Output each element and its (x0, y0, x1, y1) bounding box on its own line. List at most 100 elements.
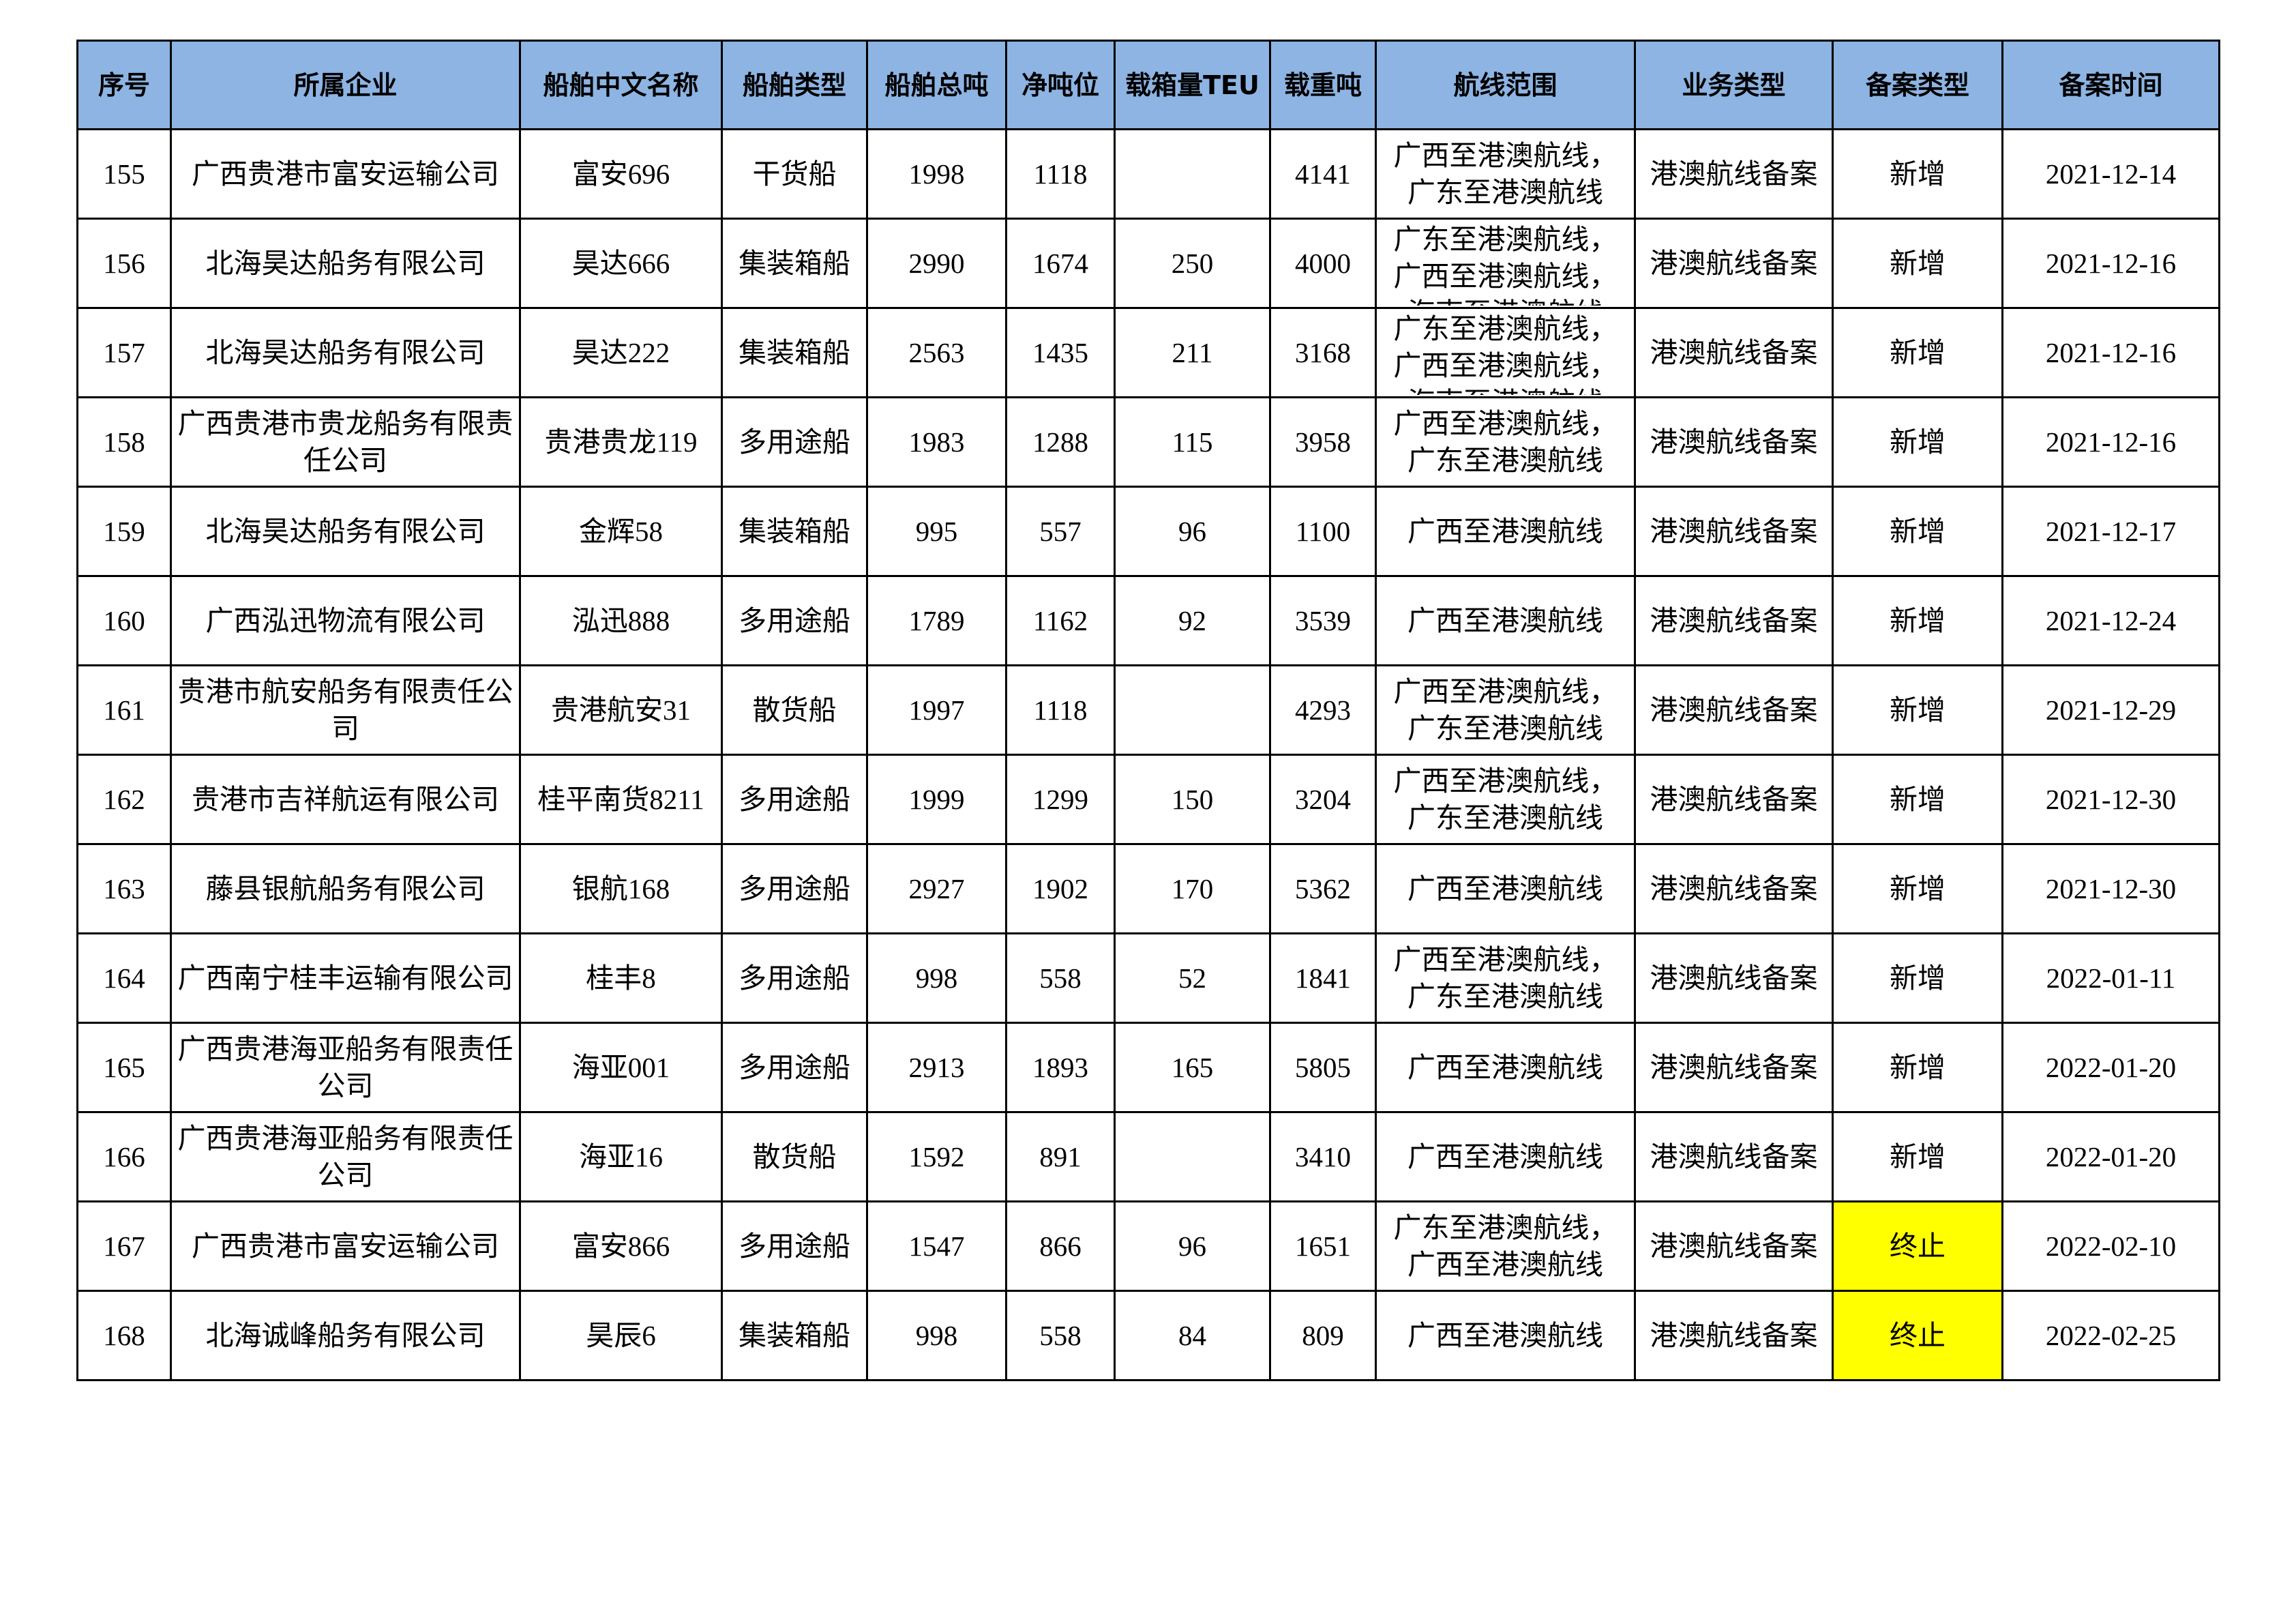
table-cell: 港澳航线备案 (1634, 1200, 1834, 1292)
table-cell: 多用途船 (721, 1200, 868, 1292)
cell-text: 广西贵港海亚船务有限责任公司 (177, 1123, 513, 1191)
table-cell: 891 (1005, 1111, 1116, 1202)
table-cell: 1997 (866, 664, 1007, 756)
table-cell: 贵港市吉祥航运有限公司 (170, 754, 521, 845)
cell-text: 广西至港澳航线，广东至港澳航线 (1393, 765, 1617, 833)
table-cell: 557 (1005, 486, 1116, 577)
cell-text: 84 (1178, 1320, 1206, 1351)
cell-text: 多用途船 (739, 605, 850, 636)
cell-text: 2022-02-25 (2045, 1320, 2177, 1351)
cell-text: 4141 (1295, 158, 1351, 190)
cell-text: 北海昊达船务有限公司 (205, 248, 486, 279)
cell-text: 广西贵港市贵龙船务有限责任公司 (177, 408, 513, 476)
cell-text: 新增 (1890, 873, 1945, 904)
cell-text: 多用途船 (739, 873, 850, 904)
table-cell: 157 (76, 307, 172, 398)
cell-text: 250 (1171, 248, 1214, 279)
table-cell: 165 (1114, 1022, 1271, 1113)
header-text: 船舶总吨 (884, 70, 989, 100)
table-cell: 2021-12-16 (2001, 396, 2220, 488)
header-cell: 所属企业 (170, 40, 521, 130)
cell-text: 558 (1039, 962, 1082, 994)
cell-text: 2927 (908, 873, 965, 904)
cell-text: 2021-12-30 (2045, 784, 2177, 815)
table-cell: 新增 (1832, 843, 2003, 934)
cell-text: 昊辰6 (586, 1320, 656, 1351)
cell-text: 多用途船 (739, 426, 850, 458)
table-cell: 3204 (1269, 754, 1377, 845)
table-row: 161 贵港市航安船务有限责任公司 贵港航安31 散货船 1997 1118 4293 广西至… (76, 664, 2220, 756)
table-row: 159 北海昊达船务有限公司 金辉58 集装箱船 995 557 96 1100 广西至港澳航线… (76, 486, 2220, 577)
cell-text: 桂丰8 (586, 962, 656, 994)
cell-text: 多用途船 (739, 962, 850, 994)
cell-text: 贵港航安31 (551, 694, 691, 726)
header-text: 航线范围 (1453, 70, 1557, 100)
cell-text: 1997 (908, 694, 965, 726)
cell-text: 港澳航线备案 (1650, 694, 1818, 726)
cell-text: 多用途船 (739, 1230, 850, 1262)
table-cell: 终止 (1832, 1290, 2003, 1381)
cell-text: 170 (1171, 873, 1214, 904)
header-text: 载箱量TEU (1125, 70, 1259, 100)
table-cell: 广西至港澳航线 (1375, 575, 1636, 666)
table-body: 155 广西贵港市富安运输公司 富安696 干货船 1998 1118 4141 广西至港澳航… (76, 128, 2220, 1381)
cell-text: 4293 (1295, 694, 1351, 726)
table-row: 163 藤县银航船务有限公司 银航168 多用途船 2927 1902 170 5362 广西至… (76, 843, 2220, 934)
table-cell: 海亚001 (519, 1022, 723, 1113)
cell-text: 新增 (1890, 1052, 1945, 1083)
cell-text: 散货船 (752, 1141, 837, 1172)
table-cell: 新增 (1832, 218, 2003, 309)
table-cell: 北海昊达船务有限公司 (170, 218, 521, 309)
table-cell: 1435 (1005, 307, 1116, 398)
cell-text: 终止 (1890, 1230, 1945, 1262)
table-cell (1114, 664, 1271, 756)
table-cell: 2022-01-20 (2001, 1111, 2220, 1202)
table-cell: 港澳航线备案 (1634, 486, 1834, 577)
cell-text: 162 (103, 784, 145, 815)
cell-text: 北海昊达船务有限公司 (205, 516, 486, 547)
cell-text: 52 (1178, 962, 1206, 994)
table-cell: 1651 (1269, 1200, 1377, 1292)
header-text: 船舶类型 (742, 70, 846, 100)
table-cell: 金辉58 (519, 486, 723, 577)
cell-text: 贵港贵龙119 (544, 426, 698, 458)
table-cell: 159 (76, 486, 172, 577)
cell-text: 1902 (1032, 873, 1088, 904)
cell-text: 新增 (1890, 516, 1945, 547)
cell-text: 809 (1302, 1320, 1344, 1351)
table-cell: 港澳航线备案 (1634, 664, 1834, 756)
header-cell: 载箱量TEU (1114, 40, 1271, 130)
table-cell: 新增 (1832, 486, 2003, 577)
header-cell: 载重吨 (1269, 40, 1377, 130)
table-cell: 多用途船 (721, 1022, 868, 1113)
cell-text: 港澳航线备案 (1650, 248, 1818, 279)
cell-text: 1299 (1032, 784, 1088, 815)
cell-text: 2913 (908, 1052, 965, 1083)
table-cell: 新增 (1832, 664, 2003, 756)
cell-text: 155 (103, 158, 145, 190)
table-cell: 广西至港澳航线 (1375, 1022, 1636, 1113)
table-cell: 港澳航线备案 (1634, 843, 1834, 934)
cell-text: 港澳航线备案 (1650, 962, 1818, 994)
header-text: 业务类型 (1682, 70, 1786, 100)
cell-text: 港澳航线备案 (1650, 873, 1818, 904)
table-cell: 2563 (866, 307, 1007, 398)
table-cell: 港澳航线备案 (1634, 575, 1834, 666)
table-cell: 贵港贵龙119 (519, 396, 723, 488)
table-cell: 多用途船 (721, 575, 868, 666)
table-cell: 贵港市航安船务有限责任公司 (170, 664, 521, 756)
cell-text: 557 (1039, 516, 1082, 547)
cell-text: 2990 (908, 248, 965, 279)
cell-text: 新增 (1890, 248, 1945, 279)
cell-text: 富安696 (571, 158, 670, 190)
cell-text: 广西泓迅物流有限公司 (205, 605, 486, 636)
header-cell: 序号 (76, 40, 172, 130)
cell-text: 干货船 (752, 158, 837, 190)
header-cell: 航线范围 (1375, 40, 1636, 130)
table-cell: 84 (1114, 1290, 1271, 1381)
table-cell: 1841 (1269, 932, 1377, 1024)
table-cell: 168 (76, 1290, 172, 1381)
table-cell: 161 (76, 664, 172, 756)
table-cell: 港澳航线备案 (1634, 1022, 1834, 1113)
table-cell: 3410 (1269, 1111, 1377, 1202)
